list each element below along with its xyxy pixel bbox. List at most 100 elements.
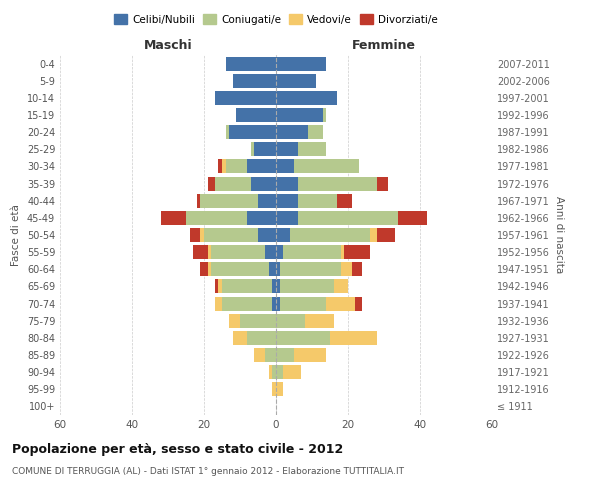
Bar [265,348,276,362]
Bar [193,245,208,259]
Bar [276,348,294,362]
Bar [254,348,265,362]
Bar [208,176,215,190]
Bar [215,91,276,105]
Text: Popolazione per età, sesso e stato civile - 2012: Popolazione per età, sesso e stato civil… [12,442,343,456]
Bar [370,228,377,242]
Bar [326,296,355,310]
Y-axis label: Anni di nascita: Anni di nascita [554,196,563,274]
Bar [265,245,276,259]
Bar [276,262,280,276]
Bar [251,176,276,190]
Bar [247,331,276,345]
Bar [276,142,298,156]
Bar [276,382,283,396]
Bar [233,74,276,88]
Bar [298,194,337,207]
Bar [276,211,298,225]
Bar [222,296,272,310]
Bar [276,228,290,242]
Text: Femmine: Femmine [352,38,416,52]
Bar [258,194,276,207]
Bar [276,74,316,88]
Bar [294,348,326,362]
Bar [190,228,200,242]
Bar [308,125,323,139]
Bar [204,228,258,242]
Bar [215,296,222,310]
Bar [341,245,344,259]
Bar [323,108,326,122]
Text: Maschi: Maschi [143,38,193,52]
Bar [226,160,247,173]
Bar [211,262,269,276]
Bar [298,176,377,190]
Bar [276,194,298,207]
Bar [276,365,283,379]
Bar [200,262,208,276]
Bar [218,160,222,173]
Bar [186,211,247,225]
Bar [276,314,305,328]
Bar [280,262,341,276]
Bar [258,228,276,242]
Bar [272,382,276,396]
Bar [161,211,186,225]
Bar [251,142,254,156]
Bar [283,365,301,379]
Bar [215,280,218,293]
Bar [334,280,348,293]
Bar [200,228,204,242]
Bar [398,211,427,225]
Bar [276,280,280,293]
Bar [229,314,240,328]
Bar [272,280,276,293]
Bar [222,280,272,293]
Bar [208,245,211,259]
Bar [298,211,398,225]
Bar [276,91,337,105]
Bar [215,176,251,190]
Bar [200,194,258,207]
Bar [229,125,276,139]
Bar [276,160,294,173]
Bar [341,262,352,276]
Legend: Celibi/Nubili, Coniugati/e, Vedovi/e, Divorziati/e: Celibi/Nubili, Coniugati/e, Vedovi/e, Di… [110,10,442,29]
Bar [218,280,222,293]
Bar [247,160,276,173]
Bar [337,194,352,207]
Bar [276,108,323,122]
Bar [272,296,276,310]
Bar [352,262,362,276]
Bar [276,176,298,190]
Bar [233,331,247,345]
Bar [240,314,276,328]
Bar [305,314,334,328]
Bar [280,280,334,293]
Bar [276,56,326,70]
Bar [355,296,362,310]
Bar [236,108,276,122]
Bar [283,245,341,259]
Bar [269,262,276,276]
Bar [208,262,211,276]
Bar [222,160,226,173]
Bar [226,56,276,70]
Bar [280,296,326,310]
Bar [377,228,395,242]
Bar [344,245,370,259]
Bar [276,125,308,139]
Y-axis label: Fasce di età: Fasce di età [11,204,21,266]
Bar [294,160,359,173]
Bar [276,245,283,259]
Bar [211,245,265,259]
Bar [254,142,276,156]
Bar [272,365,276,379]
Bar [298,142,326,156]
Text: COMUNE DI TERRUGGIA (AL) - Dati ISTAT 1° gennaio 2012 - Elaborazione TUTTITALIA.: COMUNE DI TERRUGGIA (AL) - Dati ISTAT 1°… [12,468,404,476]
Bar [276,331,330,345]
Bar [330,331,377,345]
Bar [377,176,388,190]
Bar [247,211,276,225]
Bar [226,125,229,139]
